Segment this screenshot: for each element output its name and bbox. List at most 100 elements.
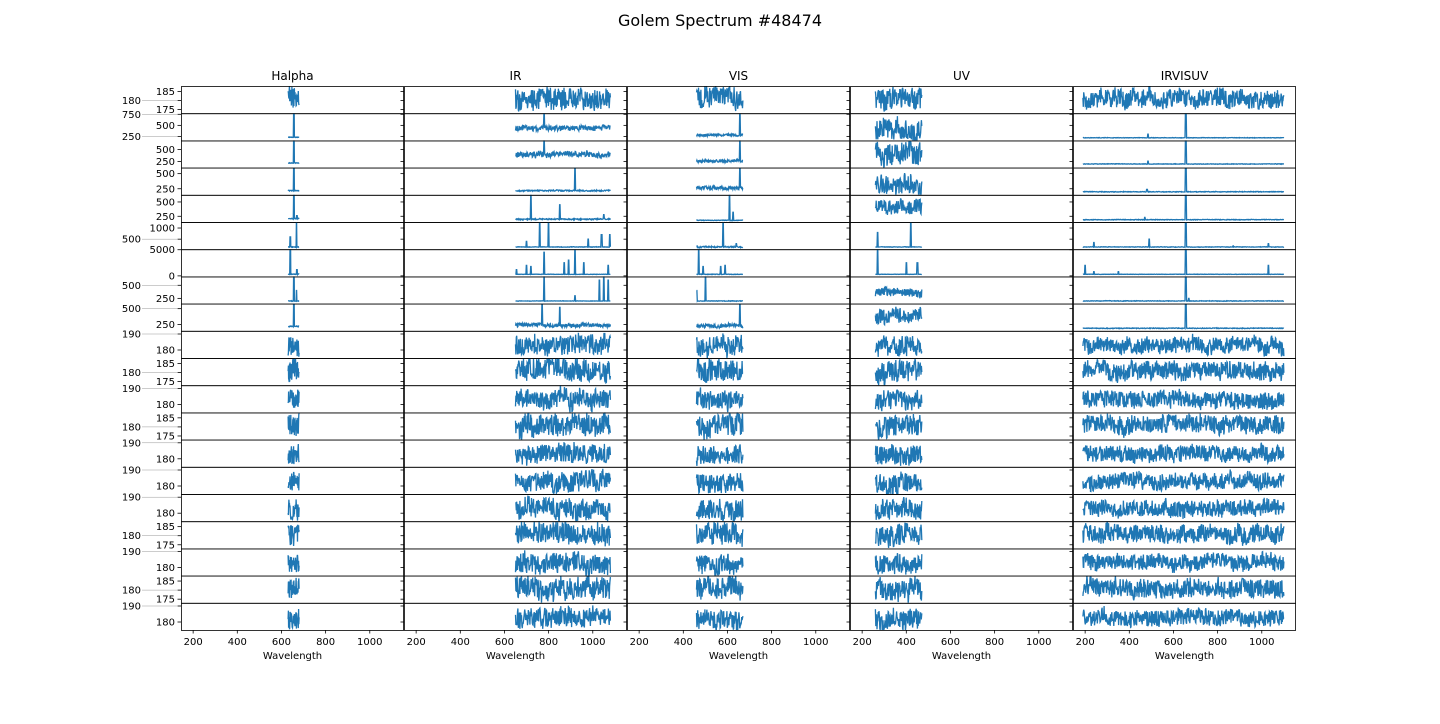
subplot-frame (181, 222, 404, 251)
x-tick-label: 1000 (803, 637, 828, 648)
column-title: IRVISUV (1161, 69, 1209, 83)
spectrum-line-halpha-10 (287, 337, 300, 357)
spectrum-line-vis-18 (695, 553, 744, 576)
subplot-frame (627, 249, 850, 278)
spectrum-line-uv-3 (874, 140, 923, 168)
subplot-frame (181, 602, 404, 631)
spectrum-line-irvisuv-20 (1082, 605, 1285, 630)
column-title: IR (510, 69, 522, 83)
spectrum-line-vis-10 (695, 333, 744, 358)
y-tick-label: 500 (122, 281, 141, 292)
subplot-frame (404, 602, 627, 631)
x-tick-label: 600 (495, 637, 514, 648)
y-tick-label: 175 (156, 377, 175, 388)
y-tick-label: 190 (122, 438, 141, 449)
spectrum-line-irvisuv-2 (1082, 113, 1285, 139)
subplot-frame (850, 602, 1073, 631)
subplot-frame (181, 276, 404, 305)
subplot-frame (627, 167, 850, 196)
subplot-frame (627, 276, 850, 305)
spectrum-line-ir-1 (514, 86, 612, 112)
spectrum-line-halpha-13 (287, 413, 300, 437)
spectrum-line-vis-6 (696, 222, 744, 250)
spectrum-line-uv-10 (874, 335, 923, 357)
x-tick-label: 200 (184, 637, 203, 648)
x-tick-label: 800 (985, 637, 1004, 648)
figure-title: Golem Spectrum #48474 (618, 11, 822, 30)
spectrum-line-halpha-2 (288, 113, 300, 139)
y-tick-label: 185 (156, 577, 175, 588)
y-tick-label: 190 (122, 602, 141, 613)
y-tick-label: 175 (156, 105, 175, 116)
spectrum-line-uv-16 (874, 496, 923, 520)
y-tick-label: 500 (156, 169, 175, 180)
y-tick-label: 180 (122, 531, 141, 542)
spectrum-line-irvisuv-18 (1082, 550, 1285, 573)
y-tick-label: 190 (122, 330, 141, 341)
x-tick-label: 400 (228, 637, 247, 648)
subplot-frame (627, 303, 850, 332)
spectrum-line-vis-16 (695, 498, 744, 522)
spectrum-line-ir-18 (514, 550, 612, 576)
x-axis-label: Wavelength (1155, 651, 1214, 662)
y-tick-label: 180 (122, 422, 141, 433)
spectrum-line-irvisuv-8 (1082, 276, 1285, 303)
spectrum-line-uv-12 (874, 389, 923, 412)
spectrum-line-halpha-14 (287, 443, 300, 465)
spectrum-line-vis-20 (695, 609, 744, 630)
x-axis-label: Wavelength (486, 651, 545, 662)
spectrum-line-irvisuv-11 (1082, 358, 1285, 383)
y-tick-label: 180 (156, 563, 175, 574)
spectrum-line-vis-2 (695, 113, 744, 139)
x-axis-label: Wavelength (263, 651, 322, 662)
spectrum-line-vis-17 (695, 521, 744, 547)
x-tick-label: 800 (1208, 637, 1227, 648)
spectrum-line-ir-12 (514, 385, 612, 413)
spectrum-line-ir-8 (515, 276, 611, 303)
subplot-frame (627, 194, 850, 223)
column-title: UV (953, 69, 971, 83)
spectrum-line-uv-20 (874, 607, 923, 630)
y-tick-label: 185 (156, 359, 175, 370)
y-tick-label: 250 (156, 184, 175, 195)
y-tick-label: 175 (156, 431, 175, 442)
spectrum-line-irvisuv-5 (1082, 194, 1285, 222)
y-tick-label: 180 (122, 586, 141, 597)
y-tick-label: 1000 (150, 224, 175, 235)
spectrum-line-halpha-15 (287, 471, 300, 491)
y-tick-label: 500 (122, 304, 141, 315)
y-tick-label: 750 (122, 110, 141, 121)
x-tick-label: 600 (1164, 637, 1183, 648)
spectrum-line-halpha-6 (287, 222, 300, 250)
subplot-frame (1073, 602, 1296, 631)
y-tick-label: 185 (156, 87, 175, 98)
spectrum-line-uv-6 (875, 222, 923, 249)
subplot-frame (627, 602, 850, 631)
y-tick-label: 250 (122, 132, 141, 143)
y-tick-label: 180 (122, 368, 141, 379)
spectrum-line-vis-8 (696, 276, 744, 303)
y-tick-label: 190 (122, 547, 141, 558)
spectrum-line-ir-11 (514, 358, 612, 385)
spectrum-line-ir-17 (514, 521, 612, 547)
spectrum-line-irvisuv-14 (1082, 442, 1285, 466)
x-tick-label: 400 (1120, 637, 1139, 648)
subplot-frame (627, 113, 850, 142)
spectrum-line-irvisuv-10 (1082, 333, 1285, 357)
x-tick-label: 1000 (1249, 637, 1274, 648)
spectrum-line-ir-13 (514, 412, 612, 440)
x-tick-label: 200 (630, 637, 649, 648)
spectrum-line-irvisuv-17 (1082, 521, 1285, 546)
subplot-frame (404, 303, 627, 332)
spectrum-line-vis-15 (695, 473, 744, 494)
spectrum-line-ir-14 (514, 441, 612, 466)
x-tick-label: 600 (718, 637, 737, 648)
x-axis-label: Wavelength (709, 651, 768, 662)
spectrum-line-irvisuv-1 (1082, 86, 1285, 111)
spectrum-line-vis-14 (695, 444, 744, 466)
y-tick-label: 180 (156, 618, 175, 629)
spectrum-line-ir-19 (514, 575, 612, 603)
spectrum-line-uv-5 (874, 198, 923, 217)
spectrum-line-irvisuv-16 (1082, 497, 1285, 519)
y-tick-label: 180 (156, 509, 175, 520)
